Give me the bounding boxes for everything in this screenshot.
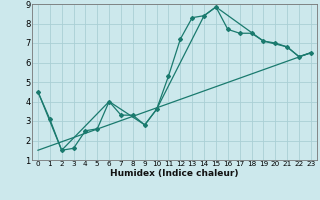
X-axis label: Humidex (Indice chaleur): Humidex (Indice chaleur): [110, 169, 239, 178]
